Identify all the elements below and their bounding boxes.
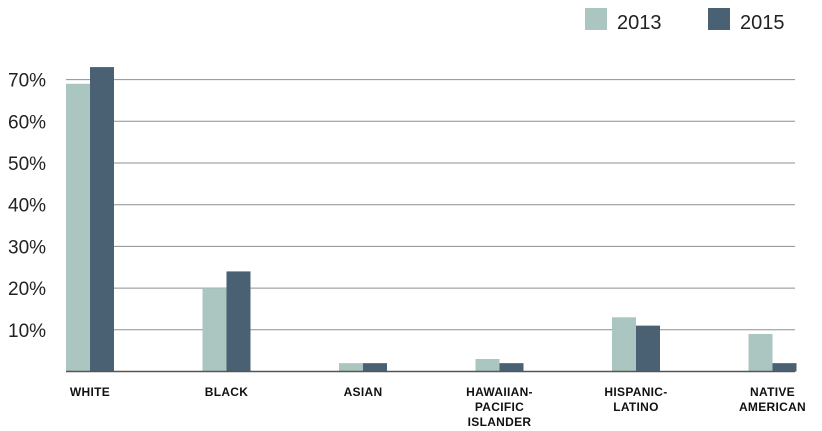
y-tick-label: 40% (8, 196, 46, 217)
y-tick-label: 60% (8, 112, 46, 133)
bar-2013-5 (748, 333, 773, 372)
bar-2013-3 (475, 358, 500, 372)
legend-label-2015: 2015 (740, 12, 785, 34)
bar-2015-0 (90, 67, 114, 372)
bars (66, 67, 797, 372)
bar-2013-1 (202, 288, 227, 372)
y-tick-label: 10% (8, 321, 46, 342)
y-tick-label: 50% (8, 154, 46, 175)
x-category-label: HAWAIIAN-PACIFIC ISLANDER (466, 385, 533, 429)
x-axis-categories: WHITE BLACK ASIAN HAWAIIAN-PACIFIC ISLANDER H… (70, 385, 806, 429)
grid-lines (66, 79, 795, 331)
bar-2015-3 (499, 363, 524, 372)
y-tick-label: 20% (8, 279, 46, 300)
x-category-label: NATIVE AMERICAN (739, 385, 806, 414)
y-tick-label: 30% (8, 237, 46, 258)
bar-2013-4 (612, 317, 636, 372)
legend-swatch-2013 (585, 8, 607, 30)
x-category-label: ASIAN (344, 385, 383, 399)
bar-2013-2 (339, 363, 363, 372)
y-axis-ticks: 10% 20% 30% 40% 50% 60% 70% (8, 71, 46, 342)
x-category-label: WHITE (70, 385, 110, 399)
legend-swatch-2015 (708, 8, 730, 30)
legend-label-2013: 2013 (617, 12, 662, 34)
bar-2015-4 (636, 325, 660, 372)
legend: 2013 2015 (585, 8, 785, 34)
x-category-label: HISPANIC-LATINO (604, 385, 667, 414)
bar-2013-0 (66, 83, 90, 372)
x-category-label: BLACK (205, 385, 249, 399)
bar-2015-2 (363, 363, 387, 372)
y-tick-label: 70% (8, 71, 46, 92)
bar-2015-1 (226, 271, 251, 372)
bar-2015-5 (772, 363, 797, 372)
